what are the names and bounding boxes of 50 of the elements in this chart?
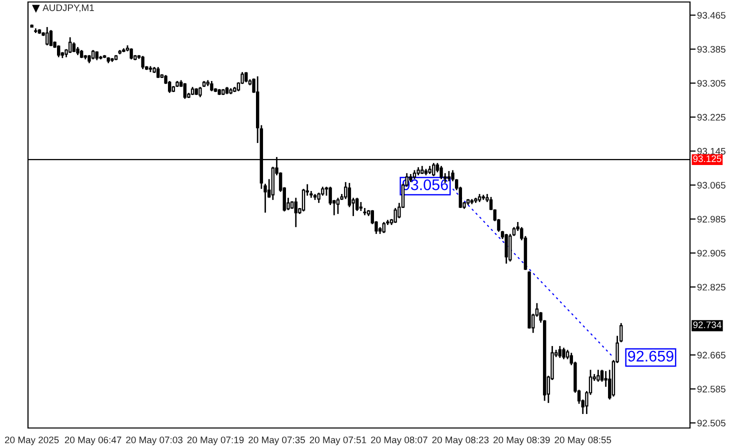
candlestick <box>183 82 186 100</box>
y-tick-label: 92.665 <box>697 352 726 358</box>
candlestick <box>394 207 397 224</box>
y-tick-label: 93.145 <box>697 148 726 155</box>
candlestick <box>49 29 53 47</box>
x-tick-label: 20 May 08:55 <box>554 436 612 446</box>
y-tick-label: 92.985 <box>697 216 726 223</box>
annotation: 92.659 <box>628 350 674 362</box>
candlestick <box>558 345 562 359</box>
x-tick-label: 20 May 06:47 <box>64 436 122 446</box>
candlestick <box>562 347 566 360</box>
candlestick <box>504 233 508 264</box>
candlestick <box>447 170 451 182</box>
candlestick <box>440 165 443 180</box>
x-tick-label: 20 May 07:19 <box>187 436 244 446</box>
candlestick <box>141 55 144 70</box>
candlestick <box>156 66 160 79</box>
candlestick <box>328 186 332 206</box>
chart-title: AUDJPY,M1 <box>42 4 94 12</box>
y-tick-label: 93.225 <box>697 114 726 121</box>
y-tick-label: 93.305 <box>697 80 726 87</box>
x-tick-label: 20 May 08:39 <box>493 436 550 446</box>
ref-line-label: 93.125 <box>693 155 722 162</box>
candlestick <box>596 369 600 382</box>
candlestick <box>302 188 306 212</box>
x-tick-label: 20 May 2025 <box>5 436 59 446</box>
candlestick <box>46 26 49 46</box>
y-tick-label: 92.825 <box>697 284 726 291</box>
candlestick <box>68 36 72 54</box>
candlestick <box>336 197 340 215</box>
text: 92.734 <box>693 321 722 328</box>
y-tick-label: 92.585 <box>697 386 726 392</box>
candlestick <box>91 49 95 60</box>
y-tick-label: 92.905 <box>697 250 726 257</box>
candlestick <box>210 80 214 92</box>
x-tick-label: 20 May 07:51 <box>310 436 366 446</box>
x-tick-label: 20 May 07:03 <box>126 436 182 446</box>
y-tick-label: 93.065 <box>697 182 726 189</box>
y-tick-label: 93.465 <box>697 12 726 19</box>
candlestick <box>432 162 436 177</box>
y-tick-label: 92.505 <box>697 420 726 426</box>
candlestick <box>294 197 298 228</box>
x-tick-label: 20 May 08:23 <box>432 436 489 446</box>
candlestick <box>355 197 359 212</box>
x-tick-label: 20 May 07:35 <box>248 436 305 446</box>
candlestick <box>244 71 248 83</box>
x-tick-label: 20 May 08:07 <box>371 436 428 446</box>
candlestick <box>198 86 202 98</box>
y-tick-label: 93.385 <box>697 46 726 53</box>
candlestick <box>382 221 386 234</box>
